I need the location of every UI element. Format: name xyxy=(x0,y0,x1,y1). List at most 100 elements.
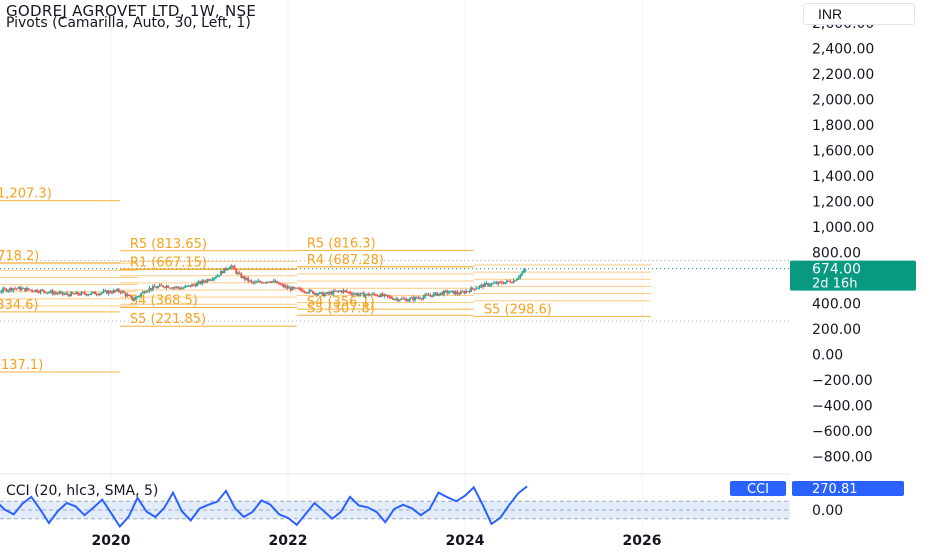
price-axis-tick-label: 0.00 xyxy=(812,348,843,364)
candle-body xyxy=(342,290,345,293)
candle-body xyxy=(155,287,158,289)
candle-body xyxy=(112,290,115,293)
last-price-badge[interactable] xyxy=(790,260,916,291)
candle-body xyxy=(87,294,90,296)
time-axis-tick-label: 2026 xyxy=(623,533,662,549)
candle-body xyxy=(168,287,171,289)
candle-body xyxy=(219,271,222,276)
candle-body xyxy=(191,284,194,287)
candle-body xyxy=(22,287,25,289)
candle-body xyxy=(328,292,331,294)
price-axis-tick-label: −200.00 xyxy=(812,373,873,389)
candle-body xyxy=(76,292,79,295)
candle-body xyxy=(519,274,522,278)
candle-body xyxy=(386,295,389,297)
pivot-level-label: R5 (816.3) xyxy=(307,236,376,251)
candle-body xyxy=(301,290,304,292)
candle-body xyxy=(141,291,144,294)
candle-body xyxy=(408,298,411,301)
candle-body xyxy=(430,295,433,297)
time-axis-tick-label: 2024 xyxy=(446,533,485,549)
pivot-level-label: S5 (298.6) xyxy=(484,302,552,317)
candle-body xyxy=(352,293,355,295)
candle-body xyxy=(288,287,291,289)
candle-body xyxy=(291,286,294,291)
candle-body xyxy=(502,283,505,285)
candle-body xyxy=(218,275,221,277)
cci-name-badge[interactable] xyxy=(730,481,786,496)
candle-body xyxy=(305,291,308,293)
candle-body xyxy=(442,290,445,295)
candle-body xyxy=(482,284,485,288)
candle-body xyxy=(403,298,406,300)
candle-body xyxy=(303,291,306,293)
candle-body xyxy=(235,269,238,274)
candle-body xyxy=(119,291,122,293)
candle-body xyxy=(121,291,124,293)
candle-body xyxy=(390,296,393,299)
candle-body xyxy=(17,287,20,289)
candle-body xyxy=(333,290,336,292)
candle-body xyxy=(339,290,342,292)
candle-body xyxy=(104,290,107,292)
candle-body xyxy=(37,291,40,293)
candle-body xyxy=(63,294,66,296)
candle-body xyxy=(247,277,250,282)
candle-body xyxy=(456,291,459,294)
candle-body xyxy=(10,288,13,291)
currency-button[interactable]: INR xyxy=(803,3,915,25)
candle-body xyxy=(42,290,45,292)
candle-body xyxy=(111,292,114,294)
candle-body xyxy=(371,293,374,295)
pivot-level-label: R5 (813.65) xyxy=(130,237,207,252)
candle-body xyxy=(201,280,204,284)
candle-body xyxy=(15,288,18,290)
cci-value-badge[interactable] xyxy=(792,481,904,496)
candle-body xyxy=(20,288,23,291)
candle-body xyxy=(293,286,296,288)
candle-body xyxy=(184,286,187,288)
price-axis-tick-label: −800.00 xyxy=(812,450,873,466)
candle-body xyxy=(242,276,245,278)
candle-body xyxy=(213,277,216,280)
candle-body xyxy=(208,279,211,281)
candle-body xyxy=(415,296,418,299)
candle-body xyxy=(260,282,263,284)
candle-body xyxy=(48,292,51,294)
candle-body xyxy=(395,298,398,300)
indicator-legend[interactable]: Pivots (Camarilla, Auto, 30, Left, 1) xyxy=(6,15,251,31)
price-axis-tick-label: 1,200.00 xyxy=(812,195,874,211)
candle-body xyxy=(226,268,229,270)
candle-body xyxy=(92,291,95,293)
candle-body xyxy=(206,279,209,282)
candle-body xyxy=(299,288,302,291)
candle-body xyxy=(197,281,200,284)
candle-body xyxy=(138,295,141,297)
cci-legend[interactable]: CCI (20, hlc3, SMA, 5) xyxy=(6,483,159,499)
candle-body xyxy=(172,287,175,289)
candle-body xyxy=(318,292,321,294)
candle-body xyxy=(272,280,275,282)
candle-body xyxy=(385,294,388,296)
candle-body xyxy=(156,286,159,289)
candle-body xyxy=(54,292,57,294)
candle-body xyxy=(162,285,165,287)
candle-body xyxy=(413,296,416,301)
candle-body xyxy=(51,290,54,294)
candle-body xyxy=(362,292,365,297)
candle-body xyxy=(313,293,316,295)
pivot-levels: R5 (1,207.3) S5 (-137.1) R5 (813.65) S5 (22… xyxy=(0,187,651,373)
price-axis-tick-label: 1,800.00 xyxy=(812,118,874,134)
candle-body xyxy=(517,277,520,279)
candle-body xyxy=(214,277,217,279)
candle-body xyxy=(284,286,287,288)
candle-body xyxy=(160,284,163,286)
candle-body xyxy=(344,290,347,292)
candle-body xyxy=(420,298,423,300)
candle-body xyxy=(179,287,182,289)
candle-body xyxy=(231,265,234,267)
candle-body xyxy=(439,292,442,294)
candle-body xyxy=(279,284,282,286)
